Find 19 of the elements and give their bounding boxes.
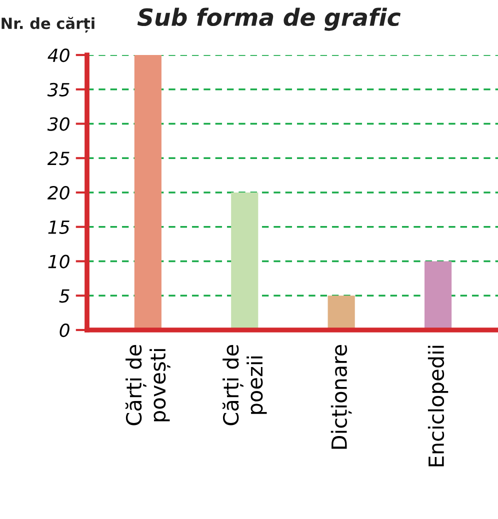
y-tick-label: 25 — [47, 152, 70, 166]
x-tick-label: Cărți de povești — [125, 345, 170, 426]
y-tick-label: 15 — [48, 220, 70, 234]
y-tick-label: 5 — [59, 289, 70, 303]
y-tick-label: 35 — [47, 82, 70, 96]
y-tick-label: 30 — [47, 117, 70, 131]
y-tick-label: 40 — [48, 48, 70, 62]
x-tick-label: Dicționare — [330, 344, 352, 449]
bar — [231, 192, 258, 330]
bar — [328, 296, 355, 330]
chart-title: Sub forma de grafic — [137, 8, 401, 31]
y-tick-label: 0 — [60, 323, 70, 338]
y-axis-title: Nr. de cărți — [2, 16, 94, 33]
bar — [134, 55, 162, 330]
bar — [424, 261, 452, 330]
x-tick-label: Cărți de poezii — [222, 345, 267, 426]
y-tick-label: 10 — [48, 254, 70, 268]
x-tick-label: Enciclopedii — [428, 346, 448, 466]
y-tick-label: 20 — [47, 186, 70, 200]
